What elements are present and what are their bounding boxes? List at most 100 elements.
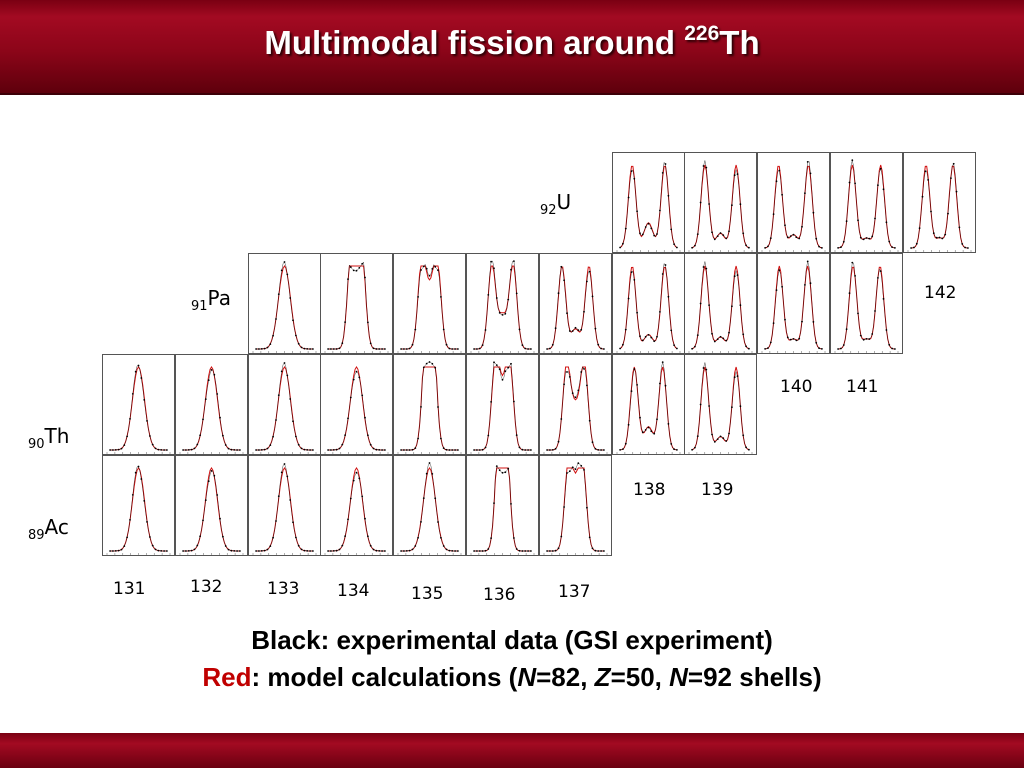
experimental-point [160, 449, 163, 451]
experimental-point [291, 319, 294, 322]
experimental-point [406, 550, 408, 552]
experimental-point [966, 247, 969, 249]
experimental-curve [838, 262, 895, 350]
panel-plot [106, 465, 171, 555]
model-curve [619, 165, 677, 248]
panel-pa-134 [320, 253, 394, 354]
experimental-point [120, 548, 123, 551]
experimental-point [877, 184, 879, 187]
experimental-point [498, 469, 501, 472]
experimental-point [624, 227, 627, 230]
experimental-point [602, 449, 605, 451]
panel-th-136 [466, 354, 539, 455]
experimental-point [490, 401, 492, 403]
experimental-point [891, 347, 893, 350]
experimental-point [440, 536, 442, 539]
experimental-point [149, 435, 151, 437]
experimental-point [926, 179, 929, 181]
experimental-point [213, 373, 215, 376]
experimental-point [728, 331, 731, 334]
experimental-point [545, 348, 548, 350]
experimental-point [414, 545, 417, 547]
experimental-point [193, 548, 196, 551]
experimental-curve [619, 362, 677, 451]
experimental-point [798, 237, 801, 240]
experimental-point [260, 348, 263, 350]
experimental-point [260, 449, 263, 451]
panel-pa-136 [466, 253, 539, 354]
experimental-point [478, 347, 481, 350]
experimental-point [580, 371, 582, 373]
experimental-point [557, 440, 560, 443]
experimental-point [599, 550, 602, 552]
experimental-point [487, 434, 490, 437]
experimental-point [406, 348, 408, 350]
experimental-point [347, 278, 350, 280]
experimental-point [350, 266, 353, 268]
experimental-point [714, 340, 717, 343]
experimental-point [277, 293, 280, 296]
experimental-point [946, 212, 949, 215]
experimental-point [370, 443, 372, 446]
experimental-curve [474, 465, 531, 552]
experimental-point [210, 369, 213, 371]
experimental-point [476, 550, 478, 552]
experimental-point [955, 190, 958, 193]
experimental-point [254, 550, 257, 552]
experimental-point [311, 449, 314, 451]
experimental-point [375, 448, 378, 451]
experimental-point [554, 447, 557, 450]
panel-plot [616, 361, 680, 454]
panel-plot [470, 465, 535, 555]
experimental-point [355, 370, 358, 373]
experimental-point [548, 449, 551, 451]
experimental-point [594, 447, 597, 450]
experimental-point [694, 244, 697, 247]
experimental-point [691, 347, 694, 350]
experimental-point [705, 166, 708, 169]
experimental-point [117, 549, 120, 552]
experimental-point [201, 519, 204, 522]
experimental-point [344, 434, 347, 436]
model-curve [401, 265, 459, 350]
experimental-point [303, 347, 305, 350]
experimental-point [840, 246, 842, 249]
experimental-point [582, 469, 585, 471]
experimental-point [655, 418, 658, 421]
experimental-point [204, 398, 207, 400]
experimental-point [809, 172, 812, 175]
experimental-point [789, 338, 792, 341]
experimental-point [618, 449, 621, 451]
experimental-point [163, 550, 165, 552]
experimental-point [632, 279, 635, 281]
experimental-point [473, 348, 475, 350]
experimental-point [929, 210, 932, 213]
experimental-point [364, 276, 367, 279]
model-curve [546, 266, 604, 350]
neutron-label-141: 141 [846, 377, 879, 397]
experimental-point [327, 550, 330, 552]
experimental-point [308, 449, 311, 451]
experimental-point [812, 211, 815, 214]
experimental-point [784, 318, 787, 321]
experimental-point [355, 471, 358, 474]
experimental-point [254, 348, 257, 350]
experimental-point [594, 327, 597, 330]
experimental-point [350, 497, 353, 500]
experimental-point [233, 550, 235, 552]
experimental-point [941, 237, 943, 240]
experimental-point [921, 195, 924, 198]
experimental-point [149, 536, 151, 538]
experimental-point [719, 335, 722, 338]
experimental-point [257, 449, 260, 451]
experimental-point [644, 226, 647, 228]
experimental-point [384, 449, 387, 451]
experimental-point [789, 235, 792, 237]
slide-title: Multimodal fission around 226Th [0, 22, 1024, 62]
experimental-point [821, 247, 823, 249]
panel-pa-138 [611, 253, 685, 354]
experimental-point [518, 549, 521, 552]
experimental-point [764, 348, 767, 350]
experimental-point [137, 465, 140, 468]
experimental-point [854, 275, 856, 277]
